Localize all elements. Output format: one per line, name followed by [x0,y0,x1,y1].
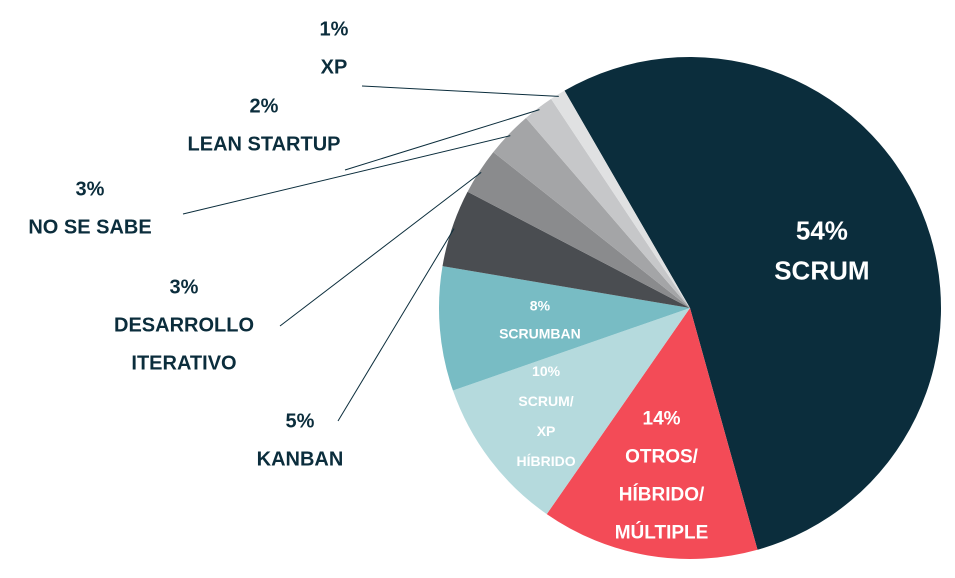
slice-kanban-label-line-1: KANBAN [257,448,344,470]
slice-kanban-leader-line [337,228,455,422]
slice-scrum-value: 54% [796,215,848,245]
slice-desarrollo-iterativo-label-line-1: DESARROLLO [114,314,254,336]
pie-slices [438,57,941,559]
slice-lean-startup-label-line-1: LEAN STARTUP [188,133,341,155]
slice-no-se-sabe [493,117,690,309]
slice-labels: 54% SCRUM 14% OTROS/HÍBRIDO/MÚLTIPLE 10% SCRU… [28,18,869,543]
slice-desarrollo-iterativo [467,152,690,308]
slice-xp-value: 1% [320,18,349,40]
slice-xp-leader-line [361,85,559,97]
slice-desarrollo-iterativo-value: 3% [170,276,199,298]
slice-kanban-value: 5% [286,410,315,432]
slice-lean-startup-leader-line [344,109,540,171]
slice-scrum-label-line-1: SCRUM [774,255,869,285]
slice-otros-h-brido-m-ltiple-label-line-1: OTROS/ [625,446,699,467]
slice-scrum-xp-h-brido-label-line-2: XP [537,423,556,439]
slice-xp [551,90,690,308]
slice-scrum-xp-h-brido-value: 10% [532,363,561,379]
slice-otros-h-brido-m-ltiple [546,308,758,559]
slice-otros-h-brido-m-ltiple-value: 14% [643,408,681,429]
slice-desarrollo-iterativo-leader-line [279,171,482,327]
slice-scrum-xp-h-brido [452,308,690,515]
slice-scrumban-label-line-1: SCRUMBAN [499,325,581,341]
slice-no-se-sabe-value: 3% [76,178,105,200]
slice-otros-h-brido-m-ltiple-label-line-2: HÍBRIDO/ [619,483,705,505]
slice-lean-startup [525,98,690,308]
slice-scrum [564,57,941,550]
slice-no-se-sabe-label-line-1: NO SE SABE [28,216,151,238]
slice-no-se-sabe-leader-line [182,135,511,215]
slice-otros-h-brido-m-ltiple-label-line-3: MÚLTIPLE [615,521,709,543]
slice-desarrollo-iterativo-label-line-2: ITERATIVO [131,352,236,374]
leader-lines [182,85,559,422]
slice-scrumban-value: 8% [530,297,551,313]
slice-scrum-xp-h-brido-label-line-3: HÍBRIDO [516,453,575,469]
slice-xp-label-line-1: XP [321,56,348,78]
slice-lean-startup-value: 2% [250,95,279,117]
slice-kanban [442,191,690,308]
slice-scrumban [438,266,690,391]
slice-scrum-xp-h-brido-label-line-1: SCRUM/ [518,393,573,409]
